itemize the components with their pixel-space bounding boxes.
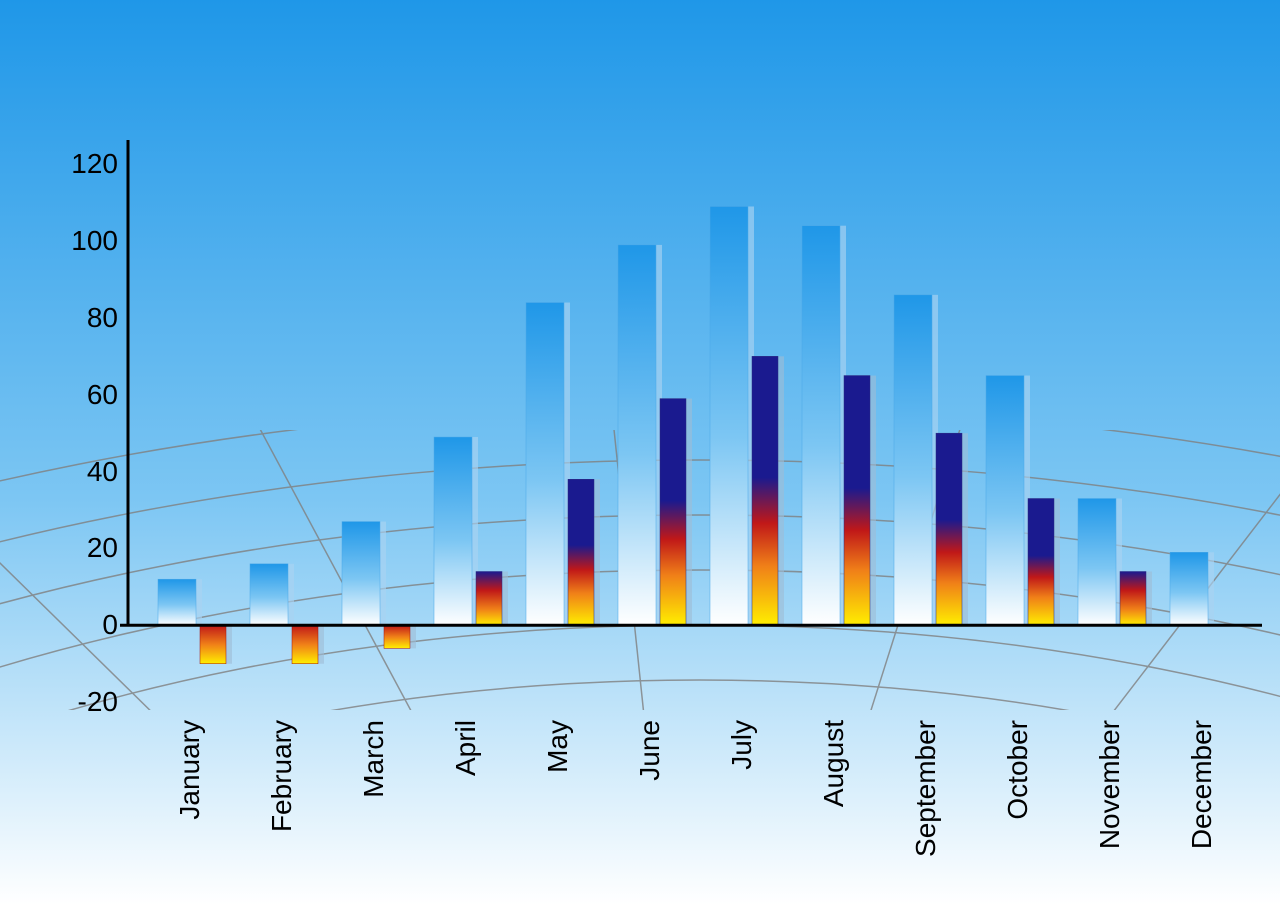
xlabel: June [634,720,666,781]
xlabel: April [450,720,482,776]
bar-series1 [342,522,380,626]
bar-series1 [158,579,196,625]
bar-series2 [752,356,778,625]
xlabel: July [726,720,758,770]
xlabel: August [818,720,850,807]
bar-series1 [802,226,840,626]
xlabel: May [542,720,574,773]
bar-series2 [660,399,686,626]
bar-series1 [618,245,656,625]
xlabel: February [266,720,298,832]
bar-series2 [1028,499,1054,626]
xlabel: December [1186,720,1218,849]
ytick-label: 40 [87,456,118,488]
bar-series1 [986,376,1024,626]
bar-series2 [1120,572,1146,626]
chart-container: 120 100 80 60 40 20 0 -20 January February March Ap… [0,0,1280,905]
ytick-label: -20 [78,686,118,718]
xlabel: October [1002,720,1034,820]
xlabel: March [358,720,390,798]
bar-series2 [476,572,502,626]
bar-series1 [1078,499,1116,626]
ytick-label: 20 [87,532,118,564]
ytick-label: 120 [71,148,118,180]
xlabel: January [174,720,206,820]
bar-series2 [844,376,870,626]
ytick-label: 80 [87,302,118,334]
bar-series1 [526,303,564,626]
bar-series2 [936,433,962,625]
xlabel: September [910,720,942,857]
bar-series1 [1170,552,1208,625]
bar-series1 [250,564,288,625]
bar-series2 [384,625,410,648]
bar-series1 [894,295,932,625]
bar-series2 [568,479,594,625]
bar-series2 [292,625,318,663]
ytick-label: 0 [102,609,118,641]
ytick-label: 100 [71,225,118,257]
ytick-label: 60 [87,379,118,411]
bar-series1 [434,437,472,625]
bar-series2 [200,625,226,663]
xlabel: November [1094,720,1126,849]
bar-series1 [710,206,748,625]
